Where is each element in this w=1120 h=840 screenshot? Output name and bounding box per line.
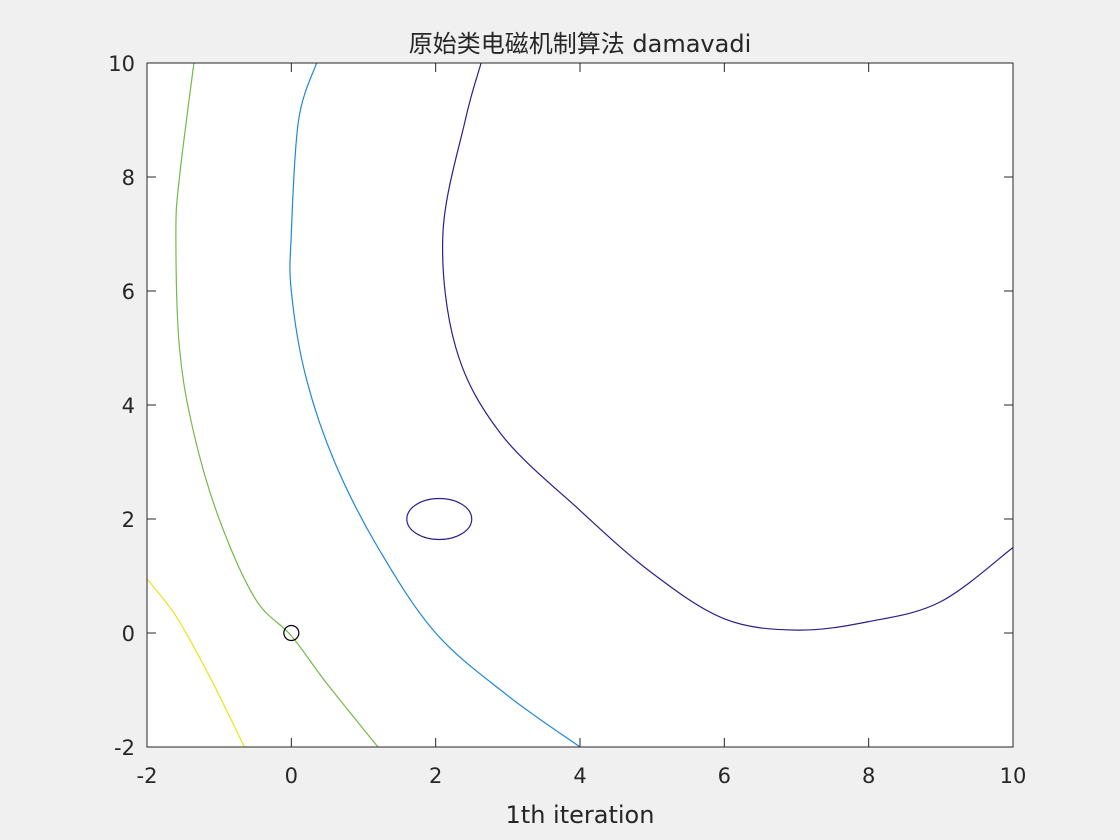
axis-ticks: -2 0 2 4 6 8 10 -2 0 2 4 6 8 10 xyxy=(108,52,1026,788)
x-tick-label-3: 4 xyxy=(573,764,586,788)
x-tick-label-6: 10 xyxy=(1000,764,1027,788)
point-markers xyxy=(283,624,300,642)
x-tick-label-1: 0 xyxy=(285,764,298,788)
y-tick-label-6: 10 xyxy=(108,52,135,76)
y-tick-label-2: 2 xyxy=(122,508,135,532)
contour-line-3 xyxy=(146,578,245,748)
contour-loop-4 xyxy=(406,497,473,541)
y-tick-label-1: 0 xyxy=(122,622,135,646)
contour-line-2 xyxy=(175,62,379,748)
x-tick-label-0: -2 xyxy=(137,764,158,788)
y-tick-label-5: 8 xyxy=(122,166,135,190)
contour-line-0 xyxy=(442,62,1014,631)
contour-line-1 xyxy=(289,62,581,748)
chart-title: 原始类电磁机制算法 damavadi xyxy=(409,30,751,58)
x-tick-label-2: 2 xyxy=(429,764,442,788)
marker-point-0 xyxy=(283,624,300,642)
y-tick-label-3: 4 xyxy=(122,394,135,418)
y-tick-label-4: 6 xyxy=(122,280,135,304)
contour-lines xyxy=(146,62,1014,748)
plot-area xyxy=(147,63,1013,747)
x-axis-label: 1th iteration xyxy=(506,801,655,829)
y-tick-label-0: -2 xyxy=(114,736,135,760)
x-tick-label-4: 6 xyxy=(718,764,731,788)
x-tick-label-5: 8 xyxy=(862,764,875,788)
